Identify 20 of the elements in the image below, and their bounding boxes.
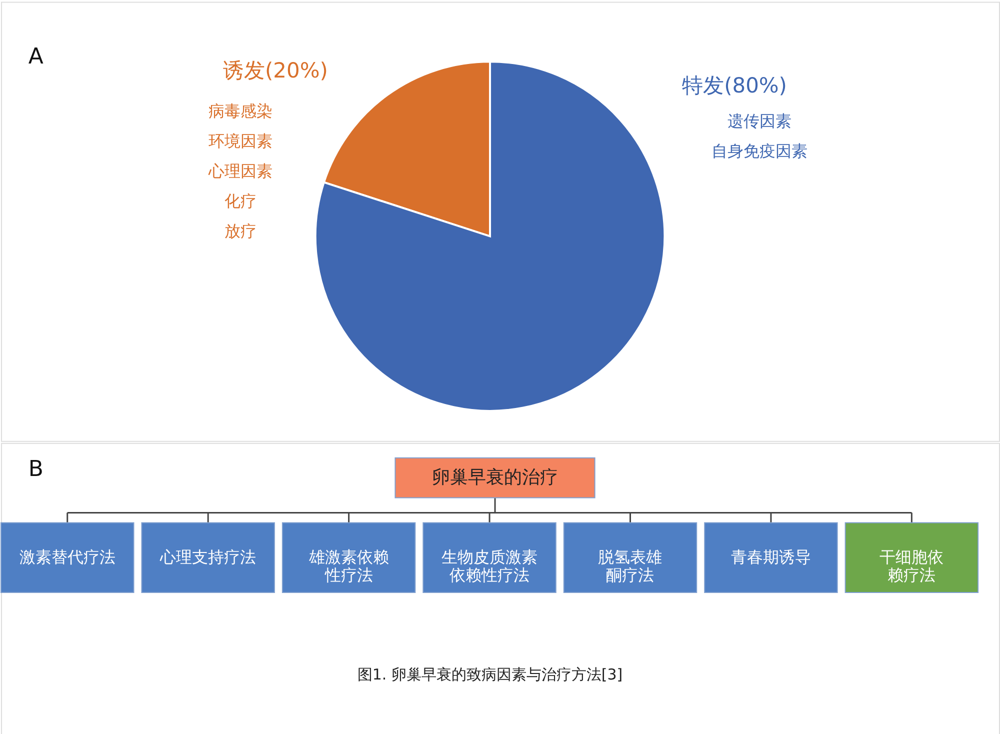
text: 卵巢早衰的治疗 xyxy=(432,466,558,488)
text: 自身免疫因素 xyxy=(711,141,808,160)
slice-label: 特发(80%) xyxy=(682,74,787,98)
text: 化疗 xyxy=(224,191,257,210)
text: A xyxy=(28,44,44,70)
category-label: 生物皮质激素依赖性疗法 xyxy=(442,548,538,585)
text: B xyxy=(28,456,44,482)
slice-label: 诱发(20%) xyxy=(223,58,328,83)
text: 环境因素 xyxy=(208,131,273,150)
category-label: 激素替代疗法 xyxy=(19,548,116,567)
text: 遗传因素 xyxy=(727,111,792,130)
caption: 图1. 卵巢早衰的致病因素与治疗方法[3] xyxy=(357,665,623,684)
text: 放疗 xyxy=(224,221,257,240)
category-label: 青春期诱导 xyxy=(730,548,811,567)
text: 心理因素 xyxy=(208,161,273,180)
category-label: 心理支持疗法 xyxy=(159,548,256,567)
category-label: 脱氢表雄酮疗法 xyxy=(598,548,662,585)
category-label: 雄激素依赖性疗法 xyxy=(308,548,389,585)
text: 病毒感染 xyxy=(208,102,273,121)
category-label: 干细胞依赖疗法 xyxy=(880,548,944,585)
